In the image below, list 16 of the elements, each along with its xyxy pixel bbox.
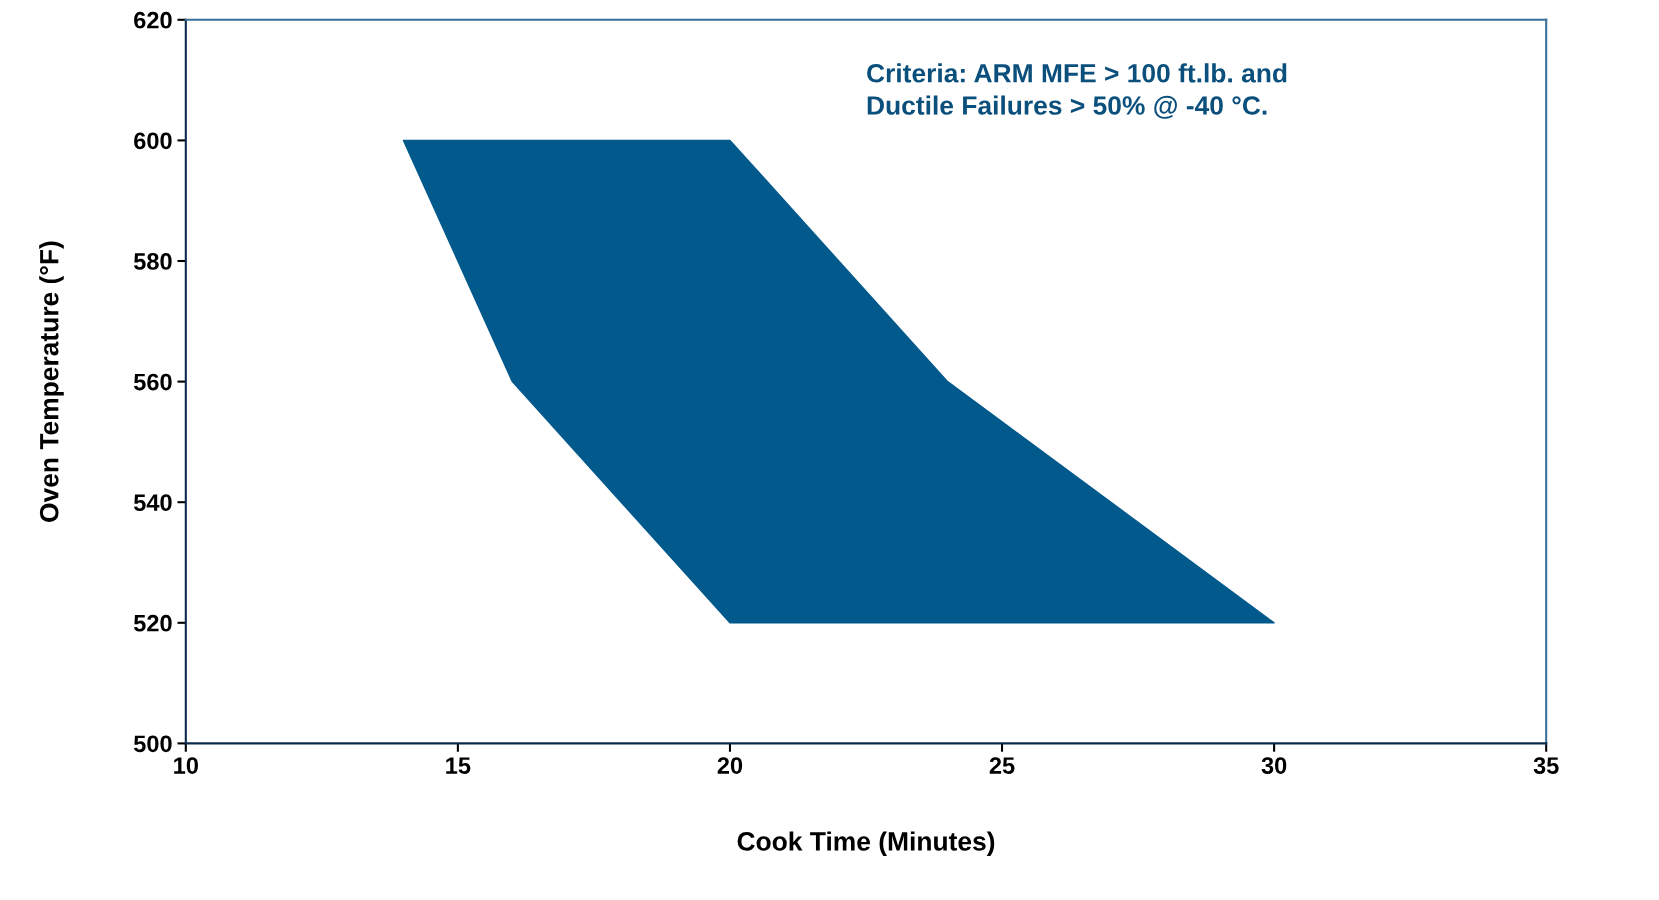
y-tick-label: 560 (133, 373, 172, 391)
y-tick-label: 580 (133, 253, 172, 270)
x-tick-label: 15 (446, 757, 471, 774)
x-tick-label: 10 (174, 757, 198, 774)
y-tick-label: 620 (134, 11, 172, 29)
x-tick-label: 25 (989, 757, 1015, 774)
y-tick-label: 520 (133, 614, 172, 632)
x-axis-title: Cook Time (Minutes) (737, 831, 995, 856)
x-tick-label: 30 (1261, 757, 1287, 774)
x-tick-label: 35 (1533, 757, 1559, 774)
x-tick-label: 20 (717, 757, 743, 774)
annotation: Criteria: ARM MFE > 100 ft.lb. and Ductile Failures > 50% @ -40 °C. (867, 63, 1287, 119)
y-tick-label: 600 (134, 132, 172, 150)
y-tick-label: 500 (133, 735, 172, 753)
y-axis-title: Oven Temperature (°F) (39, 241, 64, 522)
y-tick-label: 540 (133, 494, 172, 511)
